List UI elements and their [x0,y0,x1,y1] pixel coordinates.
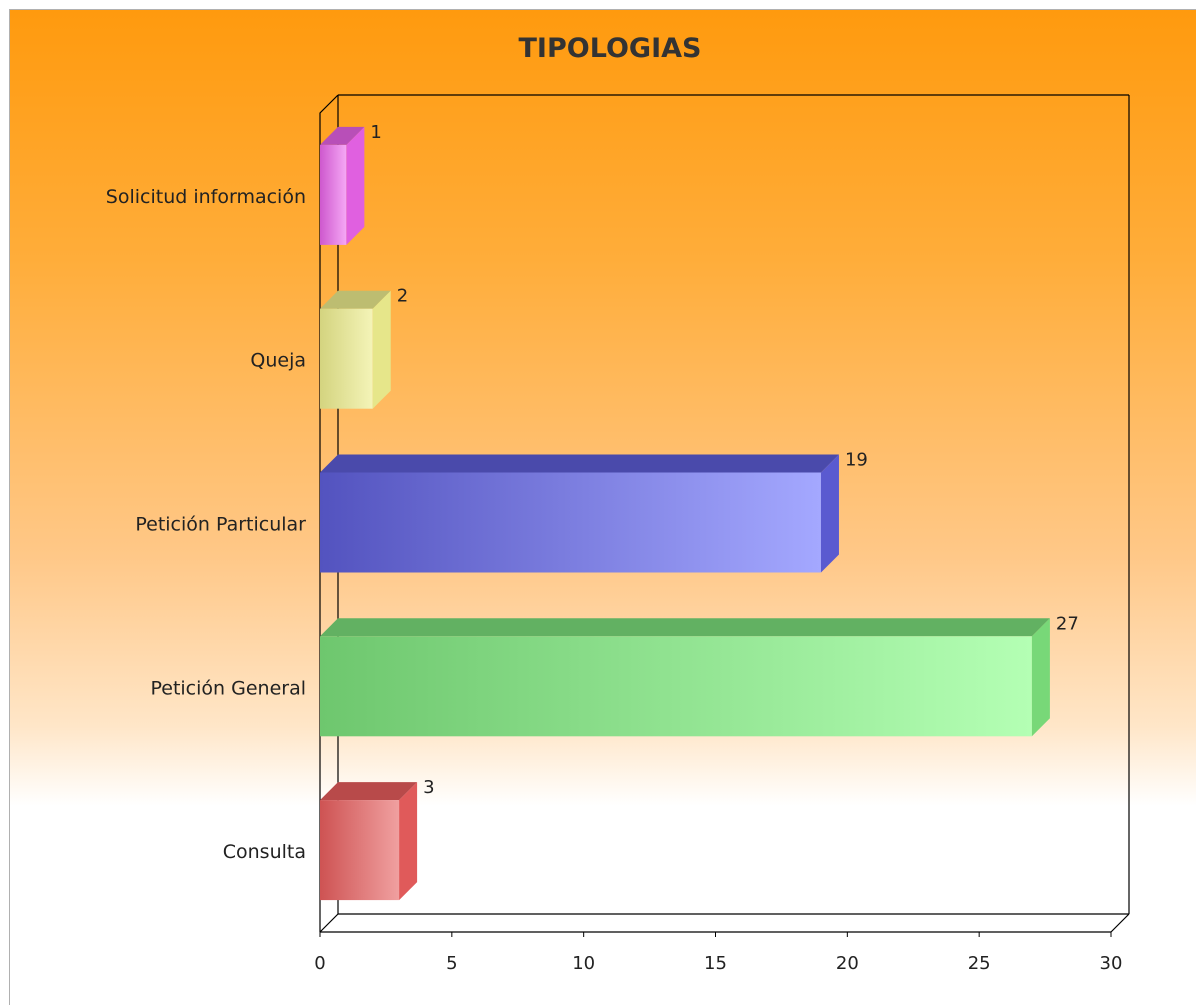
bar-4 [320,782,418,901]
x-tick-label: 25 [968,953,991,974]
chart-labels: 0 5 10 15 20 25 30 Solicitud información 1 Queja 2… [106,122,1123,974]
data-label: 19 [845,450,868,471]
bar-side-face [346,126,365,245]
floor-right-line [1110,913,1130,933]
data-label: 2 [397,286,408,307]
category-label: Queja [250,350,306,372]
bar-front-face [320,800,400,901]
bar-front-face [320,472,821,573]
x-tick-label: 10 [572,953,595,974]
bar-top-face [320,126,365,145]
bar-side-face [399,782,418,901]
x-tick-label: 5 [446,953,457,974]
x-tick-label: 0 [314,953,325,974]
bar-side-face [820,454,839,573]
x-tick-label: 20 [836,953,859,974]
x-tick-label: 30 [1100,953,1123,974]
bar-0 [320,126,365,245]
bar-front-face [320,308,373,409]
bar-front-face [320,144,347,245]
bar-3 [320,618,1050,737]
data-label: 1 [370,122,381,143]
category-label: Solicitud información [106,186,306,208]
bar-front-face [320,636,1032,737]
data-label: 3 [423,777,434,798]
category-label: Petición General [150,677,306,699]
bar-chart: TIPOLOGIAS 0 5 10 15 20 25 30 Solicitud informa… [106,33,1130,974]
bar-2 [320,454,839,573]
bar-top-face [320,454,839,473]
bar-top-face [320,782,418,801]
chart-bars [320,126,1050,901]
category-label: Consulta [223,841,306,863]
bar-top-face [320,618,1050,637]
category-label: Petición Particular [135,514,306,536]
data-label: 27 [1056,613,1079,634]
bar-side-face [372,290,391,409]
chart-title: TIPOLOGIAS [519,33,702,64]
bar-1 [320,290,391,409]
x-tick-label: 15 [704,953,727,974]
floor-left-line [319,913,339,933]
bar-top-face [320,290,391,309]
bar-side-face [1031,618,1050,737]
chart-frame: TIPOLOGIAS 0 5 10 15 20 25 30 Solicitud informa… [9,9,1196,1005]
